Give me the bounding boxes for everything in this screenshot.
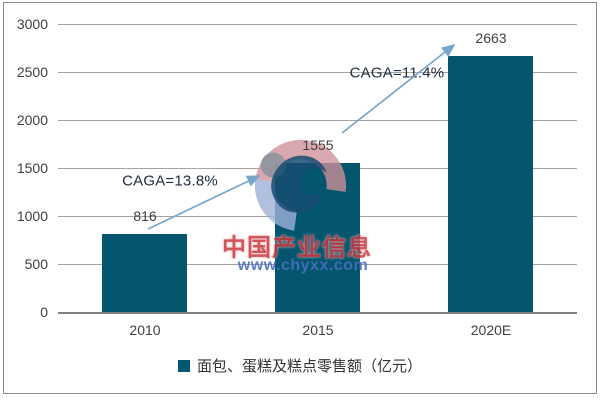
bar-value-label: 2663	[475, 30, 507, 46]
y-tick-label: 500	[24, 256, 48, 272]
y-tick-label: 0	[40, 304, 48, 320]
watermark-url-text: www.chyxx.com	[237, 257, 369, 274]
y-tick-label: 3000	[16, 16, 48, 32]
y-tick-label: 2500	[16, 64, 48, 80]
x-tick-label: 2020E	[470, 322, 512, 338]
x-tick-label: 2015	[302, 322, 334, 338]
gridline	[58, 72, 577, 73]
x-tick-label: 2010	[129, 322, 161, 338]
bar-value-label: 816	[133, 208, 157, 224]
watermark-logo-icon	[254, 139, 347, 231]
cagr-annotation-2: CAGA=11.4%	[349, 64, 445, 82]
y-tick-label: 2000	[16, 112, 48, 128]
bar	[102, 234, 187, 312]
gridline	[58, 24, 577, 25]
y-tick-label: 1000	[16, 208, 48, 224]
gridline	[58, 120, 577, 121]
legend-marker-swatch	[177, 359, 190, 372]
cagr-annotation-1: CAGA=13.8%	[122, 172, 218, 190]
x-axis-line	[58, 312, 577, 314]
watermark-logo	[252, 137, 349, 234]
legend: 面包、蛋糕及糕点零售额（亿元）	[0, 355, 600, 376]
bar-value-label: 1555	[302, 137, 334, 153]
watermark-brand-text: 中国产业信息	[222, 234, 372, 262]
bar	[448, 56, 533, 312]
legend-series-label: 面包、蛋糕及糕点零售额（亿元）	[196, 358, 422, 375]
y-tick-label: 1500	[16, 160, 48, 176]
